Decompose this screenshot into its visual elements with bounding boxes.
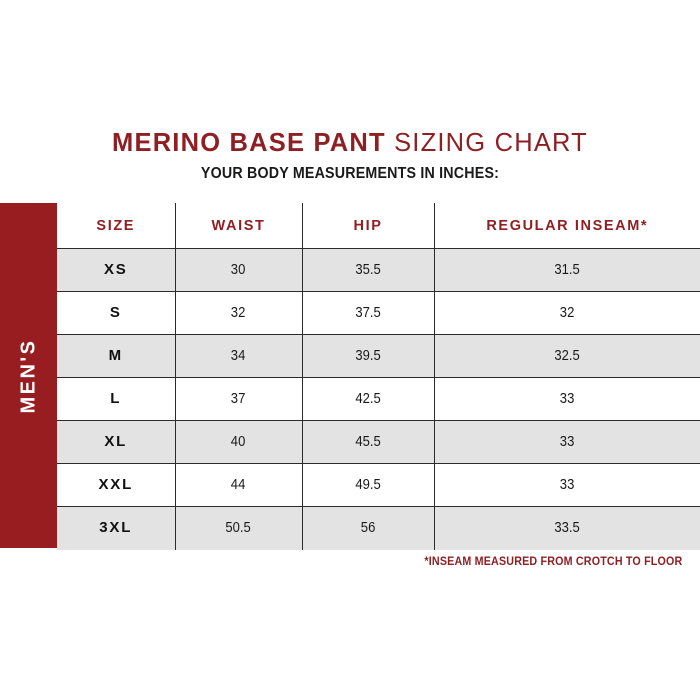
cell-hip: 49.5 (301, 463, 434, 507)
page-title: MERINO BASE PANT SIZING CHART (0, 128, 700, 158)
cell-size: XS (57, 248, 175, 292)
cell-waist: 37 (174, 377, 302, 421)
cell-inseam-text: 33 (559, 434, 575, 450)
cell-waist: 34 (174, 334, 302, 378)
cell-inseam-text: 31.5 (554, 262, 580, 278)
table-row: 3XL 50.5 56 33.5 (57, 506, 700, 550)
column-header-waist: WAIST (174, 203, 302, 249)
cell-size-text: 3XL (99, 519, 133, 537)
cell-hip: 35.5 (301, 248, 434, 292)
cell-hip: 56 (301, 506, 434, 550)
cell-inseam-text: 33 (559, 391, 575, 407)
cell-size-text: L (110, 390, 122, 407)
cell-inseam-text: 32 (559, 305, 575, 321)
cell-waist: 32 (174, 291, 302, 335)
column-header-hip: HIP (301, 203, 434, 249)
cell-size-text: XXL (98, 476, 134, 493)
cell-inseam-text: 33.5 (554, 520, 580, 537)
cell-waist: 50.5 (174, 506, 302, 550)
column-header-inseam: REGULAR INSEAM* (433, 203, 700, 249)
cell-size-text: XS (103, 261, 128, 278)
cell-inseam: 33 (433, 463, 700, 507)
table-row: S 32 37.5 32 (57, 291, 700, 335)
cell-size: 3XL (57, 506, 175, 550)
cell-inseam: 33.5 (433, 506, 700, 550)
cell-waist-text: 32 (231, 305, 246, 321)
cell-size: S (57, 291, 175, 335)
category-bar-mens: MEN'S (0, 203, 57, 548)
page-title-product: MERINO BASE PANT (112, 129, 386, 157)
cell-waist: 44 (174, 463, 302, 507)
page-title-suffix: SIZING CHART (394, 129, 588, 157)
cell-inseam: 31.5 (433, 248, 700, 292)
cell-hip-text: 42.5 (355, 391, 381, 407)
table-row: L 37 42.5 33 (57, 377, 700, 421)
cell-size-text: XL (104, 433, 128, 450)
cell-hip-text: 49.5 (355, 477, 381, 493)
page-subtitle: YOUR BODY MEASUREMENTS IN INCHES: (200, 165, 500, 182)
column-header-size: SIZE (57, 203, 175, 249)
category-bar-label: MEN'S (17, 337, 39, 414)
table-row: XL 40 45.5 33 (57, 420, 700, 464)
cell-hip: 42.5 (301, 377, 434, 421)
cell-hip: 39.5 (301, 334, 434, 378)
cell-inseam-text: 33 (559, 477, 575, 493)
cell-hip-text: 56 (360, 520, 376, 537)
cell-size: M (57, 334, 175, 378)
cell-waist-text: 30 (231, 262, 246, 278)
cell-inseam: 33 (433, 420, 700, 464)
cell-hip: 37.5 (301, 291, 434, 335)
table-body: XS 30 35.5 31.5 S 32 37.5 32 M 34 39.5 3… (57, 248, 700, 550)
title-block: MERINO BASE PANT SIZING CHART YOUR BODY … (0, 128, 700, 183)
cell-hip-text: 35.5 (355, 262, 381, 278)
cell-size: XL (57, 420, 175, 464)
cell-inseam: 33 (433, 377, 700, 421)
cell-size-text: S (109, 304, 122, 321)
cell-inseam: 32.5 (433, 334, 700, 378)
cell-size: L (57, 377, 175, 421)
inseam-footnote: *INSEAM MEASURED FROM CROTCH TO FLOOR (423, 556, 682, 568)
cell-waist-text: 40 (231, 434, 246, 450)
cell-waist-text: 50.5 (225, 520, 252, 537)
cell-waist-text: 37 (231, 391, 246, 407)
cell-inseam: 32 (433, 291, 700, 335)
cell-size: XXL (57, 463, 175, 507)
cell-hip: 45.5 (301, 420, 434, 464)
cell-waist: 40 (174, 420, 302, 464)
cell-hip-text: 39.5 (355, 348, 381, 364)
cell-waist-text: 34 (231, 348, 246, 364)
table-header: SIZE WAIST HIP REGULAR INSEAM* (57, 203, 700, 249)
cell-hip-text: 45.5 (355, 434, 381, 450)
table-row: XS 30 35.5 31.5 (57, 248, 700, 292)
cell-hip-text: 37.5 (355, 305, 381, 321)
table-row: XXL 44 49.5 33 (57, 463, 700, 507)
table-row: M 34 39.5 32.5 (57, 334, 700, 378)
cell-waist: 30 (174, 248, 302, 292)
cell-inseam-text: 32.5 (554, 348, 580, 364)
size-chart-table: SIZE WAIST HIP REGULAR INSEAM* XS 30 35.… (57, 203, 700, 550)
table-header-row: SIZE WAIST HIP REGULAR INSEAM* (57, 203, 700, 249)
cell-waist-text: 44 (231, 477, 246, 493)
cell-size-text: M (108, 347, 123, 364)
